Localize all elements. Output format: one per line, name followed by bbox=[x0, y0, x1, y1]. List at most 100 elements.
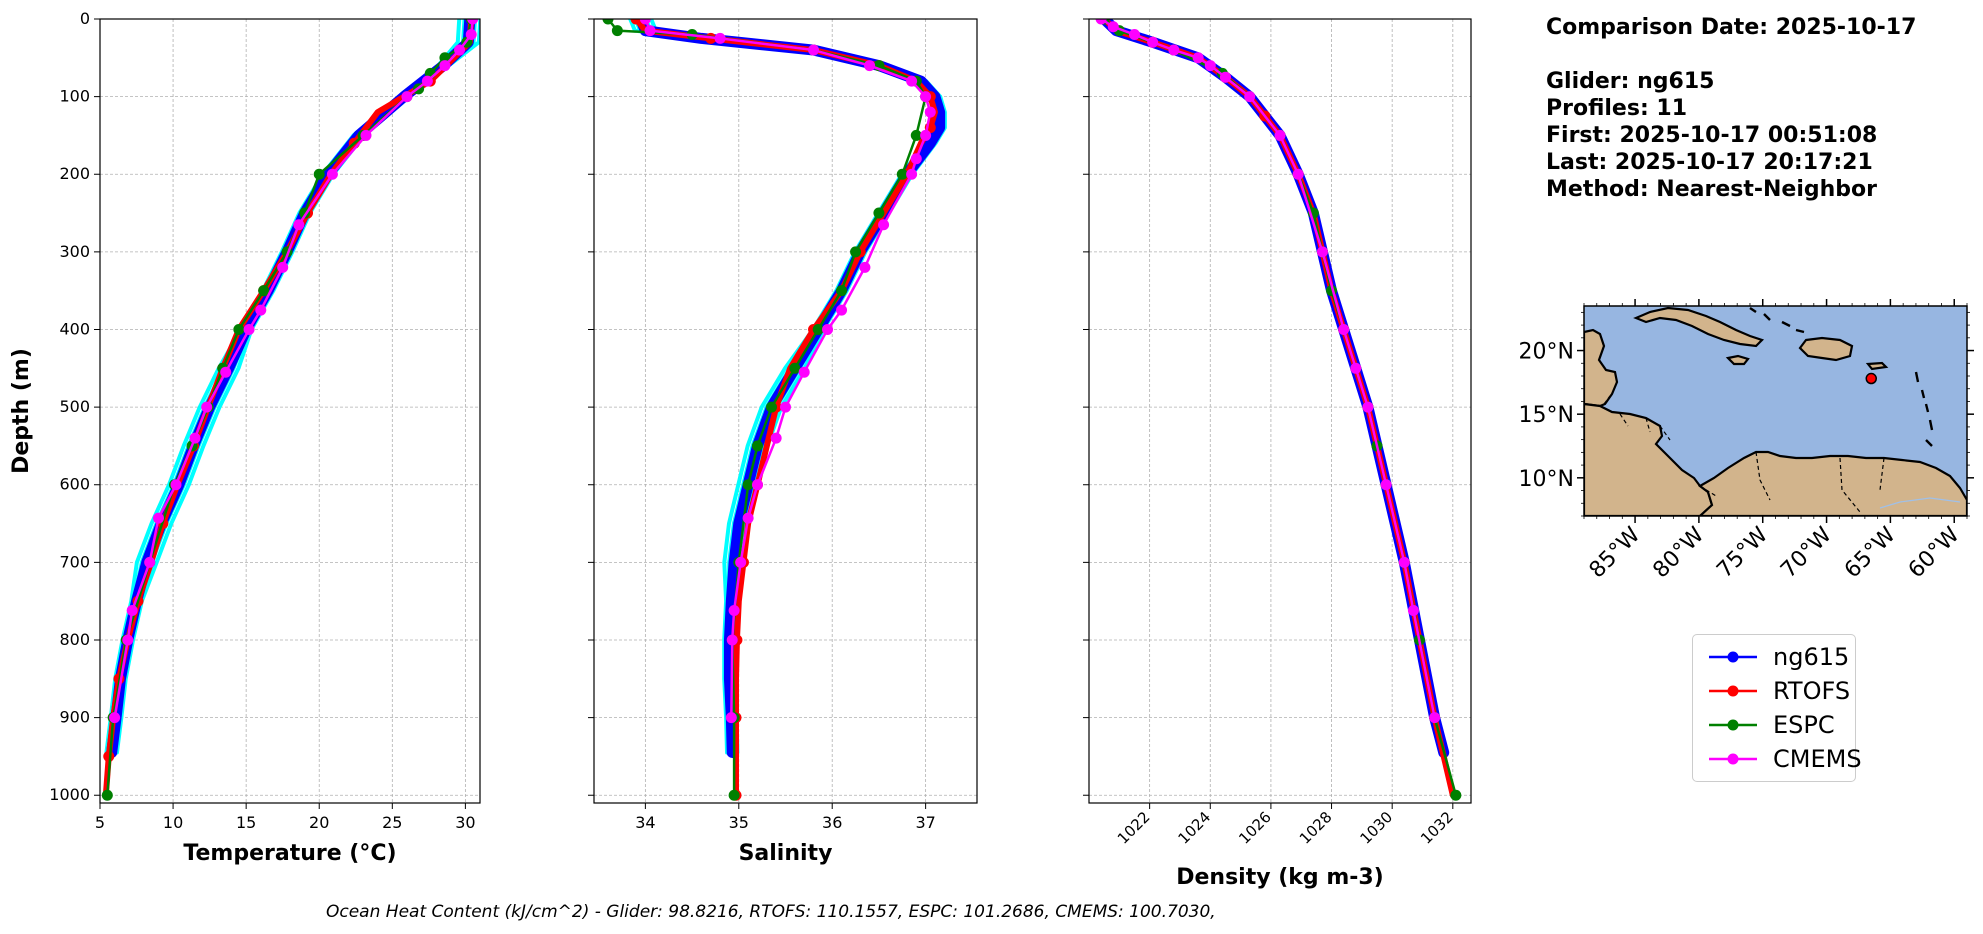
data-point-cmems bbox=[725, 712, 737, 724]
legend-label-ng615: ng615 bbox=[1773, 643, 1850, 671]
map-lon-label: 80°W bbox=[1649, 522, 1710, 583]
legend-swatch-cmems bbox=[1709, 753, 1757, 765]
series-line-cmems bbox=[113, 19, 474, 719]
data-point-cmems bbox=[1338, 323, 1350, 335]
glider-name: Glider: ng615 bbox=[1546, 69, 1715, 94]
glider-location-marker bbox=[1865, 372, 1877, 385]
first-time: First: 2025-10-17 00:51:08 bbox=[1546, 123, 1878, 148]
x-tick-label: 30 bbox=[455, 813, 475, 832]
data-point-cmems bbox=[808, 44, 820, 56]
data-point-espc bbox=[812, 323, 824, 335]
method: Method: Nearest-Neighbor bbox=[1546, 177, 1877, 202]
glider-profile-line bbox=[114, 19, 480, 755]
legend-swatch-ng615 bbox=[1709, 651, 1757, 663]
y-tick-label: 700 bbox=[59, 552, 90, 571]
data-point-cmems bbox=[122, 634, 134, 646]
data-point-cmems bbox=[467, 19, 479, 25]
data-point-cmems bbox=[836, 304, 848, 316]
data-point-cmems bbox=[401, 91, 413, 103]
legend-item-cmems: CMEMS bbox=[1701, 741, 1862, 775]
data-point-cmems bbox=[1362, 401, 1374, 413]
data-point-cmems bbox=[421, 75, 433, 87]
data-point-cmems bbox=[864, 60, 876, 72]
map-lon-label: 65°W bbox=[1840, 522, 1901, 583]
y-tick-label: 100 bbox=[59, 87, 90, 106]
map-lat-label: 10°N bbox=[1519, 467, 1574, 492]
legend-label-espc: ESPC bbox=[1773, 711, 1835, 739]
data-point-cmems bbox=[189, 432, 201, 444]
glider-profile-line bbox=[104, 19, 462, 755]
data-point-espc bbox=[611, 25, 623, 37]
data-point-cmems bbox=[726, 634, 738, 646]
land-antilles bbox=[1914, 371, 1934, 447]
data-point-cmems bbox=[220, 366, 232, 378]
data-point-cmems bbox=[780, 401, 791, 413]
data-point-cmems bbox=[109, 712, 121, 724]
data-point-cmems bbox=[714, 32, 726, 44]
data-point-cmems bbox=[170, 479, 182, 491]
x-tick-label: 37 bbox=[915, 813, 935, 832]
ocean-heat-content: Ocean Heat Content (kJ/cm^2) - Glider: 9… bbox=[326, 902, 1216, 922]
data-point-cmems bbox=[735, 556, 747, 568]
x-tick-label: 36 bbox=[822, 813, 842, 832]
x-tick-label: 25 bbox=[382, 813, 402, 832]
map-lat-label: 20°N bbox=[1519, 340, 1574, 365]
data-point-cmems bbox=[906, 168, 918, 180]
data-point-cmems bbox=[326, 168, 338, 180]
data-point-cmems bbox=[243, 323, 255, 335]
data-point-cmems bbox=[878, 219, 890, 231]
data-point-espc bbox=[836, 285, 848, 297]
salinity-panel: 34 35 36 37 Salinity bbox=[588, 18, 978, 866]
data-point-rtofs bbox=[630, 19, 642, 25]
glider-profile-line bbox=[107, 19, 467, 755]
location-map: 10°N 15°N 20°N 85°W 80°W 75°W 70°W 65°W 60°W bbox=[1519, 299, 1974, 583]
data-point-cmems bbox=[1316, 246, 1328, 258]
data-point-cmems bbox=[644, 25, 656, 37]
data-point-cmems bbox=[822, 323, 834, 335]
data-point-cmems bbox=[255, 304, 267, 316]
x-tick-label: 5 bbox=[95, 813, 105, 832]
data-point-cmems bbox=[1192, 52, 1204, 64]
data-point-espc bbox=[765, 401, 777, 413]
data-point-cmems bbox=[1219, 71, 1231, 83]
land-south-america bbox=[1698, 450, 1967, 516]
grid-lines bbox=[1089, 18, 1471, 803]
data-point-cmems bbox=[924, 106, 936, 118]
data-point-espc bbox=[850, 246, 862, 258]
data-point-espc bbox=[1450, 789, 1462, 801]
x-tick-label: 1024 bbox=[1175, 808, 1215, 848]
land-cuba bbox=[1633, 306, 1765, 348]
data-point-cmems bbox=[1407, 604, 1419, 616]
data-point-cmems bbox=[859, 261, 871, 273]
y-tick-label: 800 bbox=[59, 630, 90, 649]
density-panel: 1022 1024 1026 1028 1030 1032 Density (kg m-3) bbox=[1083, 18, 1472, 890]
last-time: Last: 2025-10-17 20:17:21 bbox=[1546, 150, 1873, 175]
map-lon-label: 75°W bbox=[1712, 522, 1773, 583]
data-point-cmems bbox=[751, 479, 763, 491]
y-tick-label: 1000 bbox=[49, 785, 90, 804]
map-land bbox=[1584, 306, 1967, 516]
x-tick-label: 35 bbox=[729, 813, 749, 832]
series-group bbox=[602, 19, 947, 801]
data-point-cmems bbox=[742, 512, 754, 524]
data-point-cmems bbox=[293, 219, 305, 231]
land-jamaica bbox=[1725, 354, 1750, 366]
data-point-cmems bbox=[360, 129, 372, 141]
data-point-cmems bbox=[144, 556, 156, 568]
legend-item-rtofs: RTOFS bbox=[1701, 673, 1851, 707]
data-point-cmems bbox=[277, 261, 289, 273]
land-puerto-rico bbox=[1865, 361, 1889, 371]
series-group bbox=[1095, 19, 1462, 801]
y-tick-label: 300 bbox=[59, 242, 90, 261]
x-tick-label: 1026 bbox=[1235, 808, 1275, 848]
land-hispaniola bbox=[1798, 336, 1854, 362]
y-tick-label: 200 bbox=[59, 164, 90, 183]
x-tick-label: 15 bbox=[236, 813, 256, 832]
data-point-cmems bbox=[1168, 44, 1180, 56]
data-point-espc bbox=[789, 362, 801, 374]
data-point-espc bbox=[602, 19, 614, 25]
data-point-cmems bbox=[454, 44, 466, 56]
data-point-cmems bbox=[639, 19, 651, 25]
x-tick-label: 1030 bbox=[1356, 808, 1396, 848]
